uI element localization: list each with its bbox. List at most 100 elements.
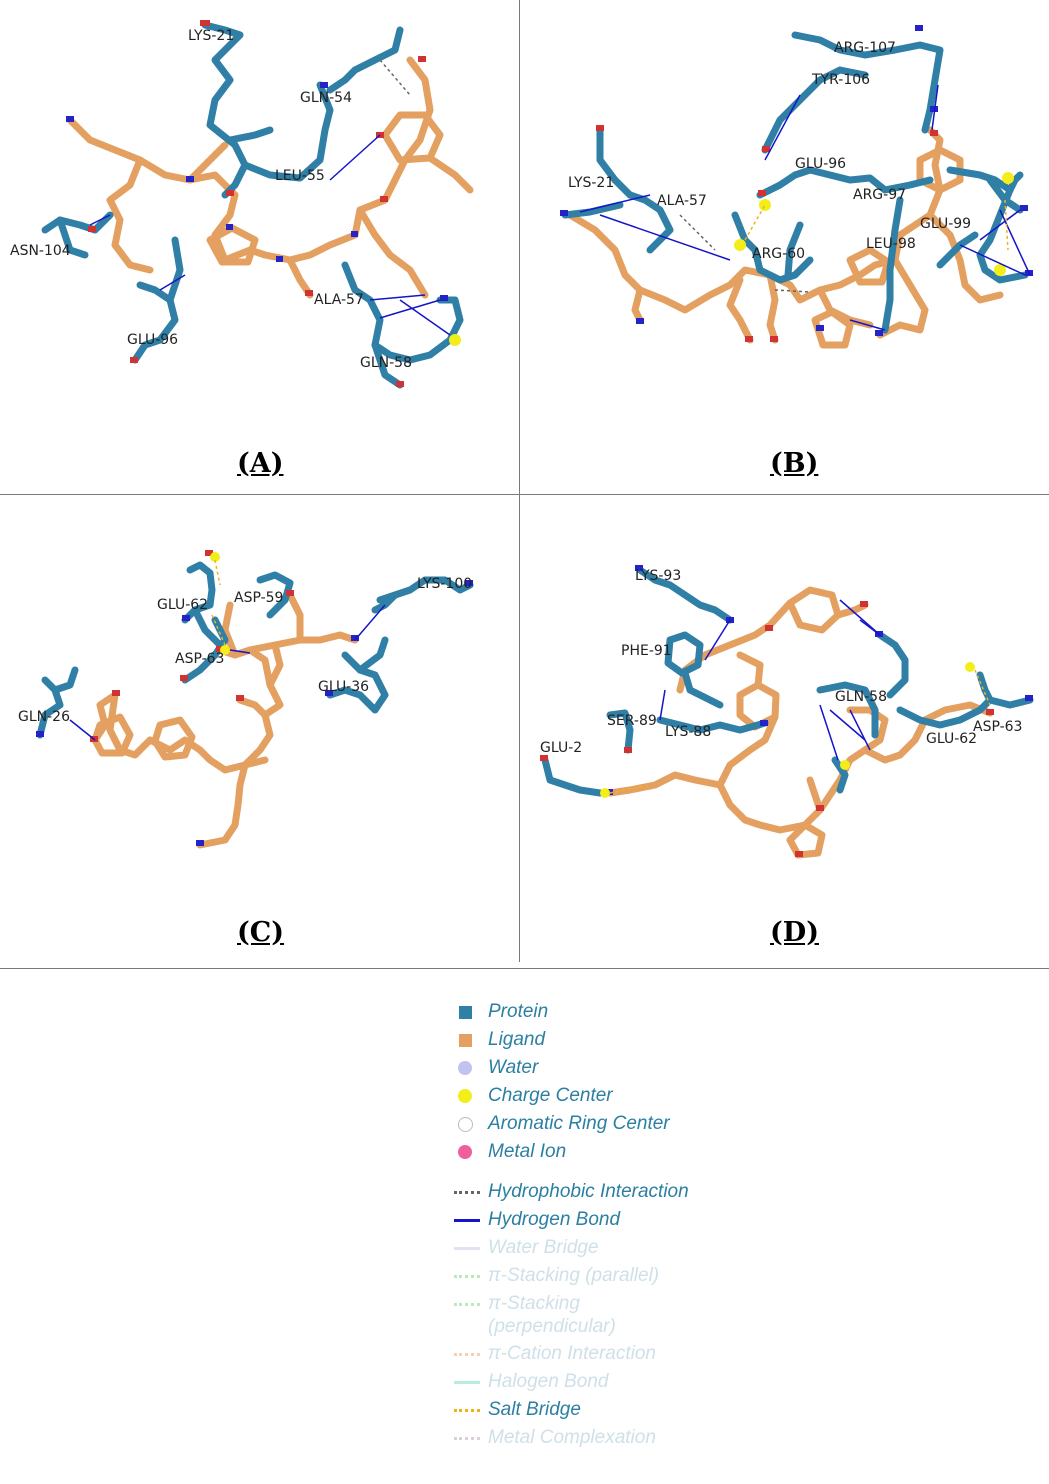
legend-swatch (458, 1145, 472, 1159)
legend-label: π-Cation Interaction (488, 1343, 656, 1364)
legend-label: Water Bridge (488, 1237, 599, 1258)
legend-item: Salt Bridge (452, 1398, 772, 1422)
legend-item: Ligand (452, 1028, 772, 1052)
legend-label-continued: (perpendicular) (488, 1316, 616, 1337)
legend-label: Hydrophobic Interaction (488, 1181, 689, 1202)
middle-horizontal-divider (0, 494, 1049, 495)
residue-label: GLN-58 (835, 689, 887, 705)
panel-a-label: (A) (237, 448, 284, 479)
panel-c-protein (36, 561, 474, 739)
legend-item: Metal Complexation (452, 1426, 772, 1450)
residue-label: LYS-21 (568, 175, 614, 191)
legend-swatch (459, 1034, 472, 1047)
legend-item: π-Stacking (perpendicular) (452, 1292, 772, 1337)
residue-label: GLU-2 (540, 740, 582, 756)
legend-item: Halogen Bond (452, 1370, 772, 1394)
residue-label: LYS-100 (417, 576, 472, 592)
panel-c-interactions (69, 559, 386, 741)
panel-c-residue-labels: GLU-62 ASP-59 LYS-100 ASP-63 GLU-36 GLN-… (18, 576, 472, 725)
panel-b-interactions (579, 84, 1031, 331)
residue-label: LYS-93 (635, 568, 681, 584)
residue-label: GLN-58 (360, 355, 412, 371)
residue-label: GLN-26 (18, 709, 70, 725)
panel-c-atoms (36, 550, 473, 846)
residue-label: ARG-60 (752, 246, 805, 262)
panel-b-atoms (560, 25, 1033, 342)
legend-label: Hydrogen Bond (488, 1209, 621, 1230)
panel-a-protein (41, 21, 464, 389)
legend-item: Hydrogen Bond (452, 1208, 772, 1232)
panel-b-structure: ARG-107 TYR-106 LYS-21 ALA-57 GLU-96 ARG… (560, 25, 1033, 349)
residue-label: GLU-36 (318, 679, 369, 695)
legend-label: Halogen Bond (488, 1371, 609, 1392)
residue-label: LYS-88 (665, 724, 711, 740)
residue-label: ALA-57 (657, 193, 707, 209)
legend-label: Aromatic Ring Center (488, 1113, 670, 1134)
panel-c: GLU-62 ASP-59 LYS-100 ASP-63 GLU-36 GLN-… (0, 495, 518, 961)
legend-item: Metal Ion (452, 1140, 772, 1164)
residue-label: ASP-63 (973, 719, 1022, 735)
legend-label: Salt Bridge (488, 1399, 581, 1420)
legend-item: π-Stacking (parallel) (452, 1264, 772, 1288)
panel-c-label: (C) (237, 917, 285, 948)
residue-label: LYS-21 (188, 28, 234, 44)
residue-label: GLU-62 (926, 731, 977, 747)
panel-a: LYS-21 GLN-54 LEU-55 ASN-104 ALA-57 GLU-… (0, 0, 518, 493)
residue-label: ARG-97 (853, 187, 906, 203)
legend-label: Charge Center (488, 1085, 613, 1106)
panel-c-ligand (91, 591, 359, 849)
panel-b: ARG-107 TYR-106 LYS-21 ALA-57 GLU-96 ARG… (520, 0, 1049, 493)
residue-label: GLU-62 (157, 597, 208, 613)
legend-swatch (454, 1191, 480, 1194)
panel-b-residue-labels: ARG-107 TYR-106 LYS-21 ALA-57 GLU-96 ARG… (568, 40, 971, 262)
legend-label: π-Stacking (parallel) (488, 1265, 660, 1286)
vertical-divider (519, 0, 520, 962)
legend-swatch (458, 1061, 472, 1075)
legend-item: Hydrophobic Interaction (452, 1180, 772, 1204)
legend-label: Ligand (488, 1029, 546, 1050)
residue-label: GLN-54 (300, 90, 352, 106)
legend-swatch (454, 1275, 480, 1278)
residue-label: TYR-106 (811, 72, 870, 88)
panel-d-interactions (609, 599, 991, 794)
residue-label: PHE-91 (621, 643, 672, 659)
legend-item: Water Bridge (452, 1236, 772, 1260)
residue-label: ASP-63 (175, 651, 224, 667)
legend-swatch (454, 1353, 480, 1356)
legend-label: Water (488, 1057, 539, 1078)
residue-label: GLU-96 (127, 332, 178, 348)
legend-swatch (458, 1089, 472, 1103)
panel-a-residue-labels: LYS-21 GLN-54 LEU-55 ASN-104 ALA-57 GLU-… (10, 28, 412, 371)
legend-item: Aromatic Ring Center (452, 1112, 772, 1136)
residue-label: ALA-57 (314, 292, 364, 308)
panel-b-ligand (566, 126, 1004, 349)
residue-label: ASN-104 (10, 243, 71, 259)
panel-d-protein (541, 566, 1034, 797)
legend-item: Protein (452, 1000, 772, 1024)
panel-a-ligand (66, 56, 474, 299)
legend-item: Water (452, 1056, 772, 1080)
legend-swatch (459, 1006, 472, 1019)
panel-a-atoms (66, 20, 461, 387)
legend-label: Metal Complexation (488, 1427, 656, 1448)
legend-item: π-Cation Interaction (452, 1342, 772, 1366)
legend-swatch (454, 1247, 480, 1250)
legend-swatch (454, 1381, 480, 1384)
legend-label: Protein (488, 1001, 549, 1022)
residue-label: ARG-107 (834, 40, 896, 56)
panel-d: LYS-93 PHE-91 GLN-58 ASP-63 SER-89 LYS-8… (520, 495, 1049, 961)
legend-label: Metal Ion (488, 1141, 567, 1162)
residue-label: GLU-99 (920, 216, 971, 232)
panel-a-structure: LYS-21 GLN-54 LEU-55 ASN-104 ALA-57 GLU-… (10, 20, 474, 389)
legend-label: π-Stacking (488, 1293, 580, 1314)
panel-b-label: (B) (770, 448, 819, 479)
panel-c-structure: GLU-62 ASP-59 LYS-100 ASP-63 GLU-36 GLN-… (18, 550, 474, 849)
legend-swatch (458, 1117, 473, 1132)
legend-swatch (454, 1409, 480, 1412)
residue-label: SER-89 (607, 713, 657, 729)
residue-label: ASP-59 (234, 590, 283, 606)
bottom-horizontal-divider (0, 968, 1049, 969)
panel-d-residue-labels: LYS-93 PHE-91 GLN-58 ASP-63 SER-89 LYS-8… (540, 568, 1022, 756)
legend-swatch (454, 1437, 480, 1440)
